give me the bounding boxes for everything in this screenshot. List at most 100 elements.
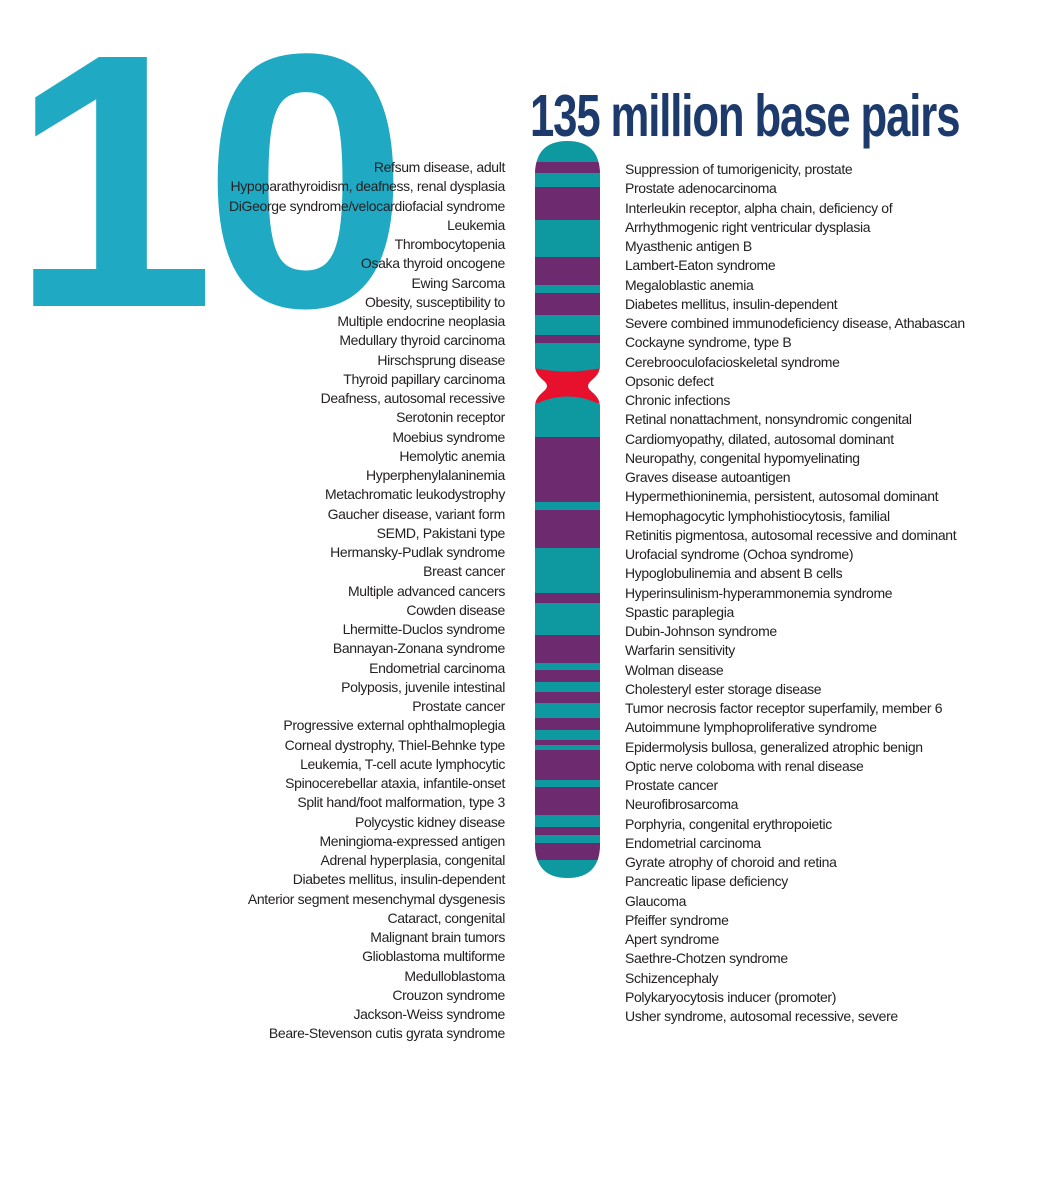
disease-label: Arrhythmogenic right ventricular dysplas…: [625, 218, 871, 235]
disease-label: Prostate cancer: [625, 777, 718, 793]
disease-label: Usher syndrome, autosomal recessive, sev…: [625, 1008, 898, 1024]
disease-label: Gyrate atrophy of choroid and retina: [625, 854, 837, 870]
chromosome-band: [535, 162, 600, 173]
disease-label: Neuropathy, congenital hypomyelinating: [625, 449, 860, 466]
disease-label: Tumor necrosis factor receptor superfami…: [625, 700, 943, 716]
disease-label: Thyroid papillary carcinoma: [343, 370, 505, 387]
disease-label: Cockayne syndrome, type B: [625, 334, 792, 351]
disease-label: Medullary thyroid carcinoma: [339, 332, 505, 349]
disease-label: Epidermolysis bullosa, generalized atrop…: [625, 738, 923, 755]
disease-label: Suppression of tumorigenicity, prostate: [625, 161, 853, 177]
disease-label: Hyperinsulinism-hyperammonemia syndrome: [625, 584, 893, 601]
disease-label: Bannayan-Zonana syndrome: [332, 640, 506, 657]
disease-label: Thrombocytopenia: [394, 236, 506, 252]
p-arm-end: [535, 363, 600, 372]
disease-label: Obesity, susceptibility to: [364, 293, 505, 310]
disease-label: Hemolytic anemia: [399, 447, 505, 464]
chromosome-band: [535, 293, 600, 315]
chromosome-band: [535, 750, 600, 780]
chromosome-band: [535, 843, 600, 860]
chromosome-band: [535, 335, 600, 343]
chromosome-band: [535, 510, 600, 548]
disease-label: Dubin-Johnson syndrome: [625, 623, 777, 639]
disease-label: DiGeorge syndrome/velocardiofacial syndr…: [229, 197, 505, 214]
disease-label: Gaucher disease, variant form: [327, 505, 506, 522]
disease-label: Diabetes mellitus, insulin-dependent: [625, 295, 838, 312]
disease-label: Lhermitte-Duclos syndrome: [342, 621, 506, 637]
disease-label: SEMD, Pakistani type: [376, 524, 506, 541]
disease-label: Endometrial carcinoma: [369, 659, 505, 676]
chromosome-band: [535, 187, 600, 220]
chromosome-band: [535, 692, 600, 703]
disease-label: Porphyria, congenital erythropoietic: [625, 815, 832, 832]
disease-label: Urofacial syndrome (Ochoa syndrome): [625, 546, 854, 562]
disease-label: Lambert-Eaton syndrome: [625, 257, 776, 274]
disease-label: Wolman disease: [625, 661, 724, 678]
disease-label: Split hand/foot malformation, type 3: [297, 794, 505, 811]
disease-label: Glioblastoma multiforme: [362, 948, 505, 965]
disease-label: Chronic infections: [625, 392, 730, 408]
disease-label: Hermansky-Pudlak syndrome: [330, 544, 505, 560]
disease-label: Interleukin receptor, alpha chain, defic…: [625, 199, 893, 216]
disease-label: Breast cancer: [423, 563, 505, 580]
disease-label: Medulloblastoma: [404, 967, 505, 984]
disease-label: Pancreatic lipase deficiency: [625, 873, 788, 890]
disease-label: Multiple endocrine neoplasia: [337, 313, 505, 329]
disease-label: Hypoparathyroidism, deafness, renal dysp…: [230, 178, 505, 195]
disease-label: Glaucoma: [625, 892, 687, 909]
disease-label: Multiple advanced cancers: [347, 582, 505, 599]
base-pairs-title: 135 million base pairs: [530, 83, 960, 149]
disease-label: Graves disease autoantigen: [625, 469, 791, 485]
chromosome-band: [535, 787, 600, 815]
disease-label: Cowden disease: [406, 601, 505, 618]
disease-label: Hypoglobulinemia and absent B cells: [625, 565, 843, 582]
chromosome-band: [535, 593, 600, 603]
disease-label: Jackson-Weiss syndrome: [353, 1006, 505, 1022]
disease-label: Cataract, congenital: [387, 909, 505, 926]
disease-label: Retinal nonattachment, nonsyndromic cong…: [625, 411, 912, 428]
chromosome-band: [535, 635, 600, 663]
disease-label: Severe combined immunodeficiency disease…: [625, 315, 965, 331]
disease-label: Cholesteryl ester storage disease: [625, 680, 822, 697]
disease-label: Prostate adenocarcinoma: [625, 180, 777, 197]
chromosome-band: [535, 257, 600, 285]
disease-label: Polyposis, juvenile intestinal: [341, 678, 505, 695]
disease-label: Retinitis pigmentosa, autosomal recessiv…: [625, 526, 957, 543]
chromosome-band: [535, 827, 600, 835]
disease-label: Crouzon syndrome: [392, 986, 505, 1003]
disease-label: Hyperphenylalaninemia: [366, 467, 505, 483]
disease-label: Polycystic kidney disease: [355, 813, 505, 830]
disease-label: Leukemia, T-cell acute lymphocytic: [300, 755, 505, 772]
chromosome-band: [535, 670, 600, 682]
disease-label: Saethre-Chotzen syndrome: [625, 950, 788, 967]
disease-label: Malignant brain tumors: [370, 929, 505, 945]
disease-label: Hypermethioninemia, persistent, autosoma…: [625, 488, 939, 505]
disease-label: Anterior segment mesenchymal dysgenesis: [247, 890, 506, 907]
disease-label: Myasthenic antigen B: [625, 238, 752, 254]
disease-label: Schizencephaly: [625, 969, 719, 986]
disease-label: Diabetes mellitus, insulin-dependent: [292, 871, 506, 888]
disease-label: Spinocerebellar ataxia, infantile-onset: [285, 775, 505, 791]
disease-label: Refsum disease, adult: [373, 159, 506, 175]
disease-label: Polykaryocytosis inducer (promoter): [625, 988, 837, 1005]
disease-label: Hirschsprung disease: [377, 351, 505, 368]
chromosome-band: [535, 718, 600, 730]
disease-label: Metachromatic leukodystrophy: [324, 486, 505, 503]
disease-label: Moebius syndrome: [392, 428, 505, 445]
disease-label: Megaloblastic anemia: [625, 276, 754, 293]
disease-label: Progressive external ophthalmoplegia: [283, 717, 505, 734]
disease-label: Ewing Sarcoma: [411, 274, 506, 291]
chromosome-band-layer: [535, 141, 600, 878]
disease-label: Opsonic defect: [625, 372, 714, 389]
disease-label: Prostate cancer: [412, 698, 505, 714]
chromosome-band: [535, 740, 600, 745]
disease-label: Optic nerve coloboma with renal disease: [625, 757, 864, 774]
disease-label: Serotonin receptor: [396, 409, 505, 426]
chromosome-ideogram: [535, 141, 600, 878]
disease-label: Cerebrooculofacioskeletal syndrome: [625, 353, 840, 370]
disease-label: Autoimmune lymphoproliferative syndrome: [625, 719, 877, 736]
chromosome-band: [535, 437, 600, 502]
disease-label: Adrenal hyperplasia, congenital: [320, 852, 505, 868]
disease-label: Apert syndrome: [625, 931, 719, 947]
